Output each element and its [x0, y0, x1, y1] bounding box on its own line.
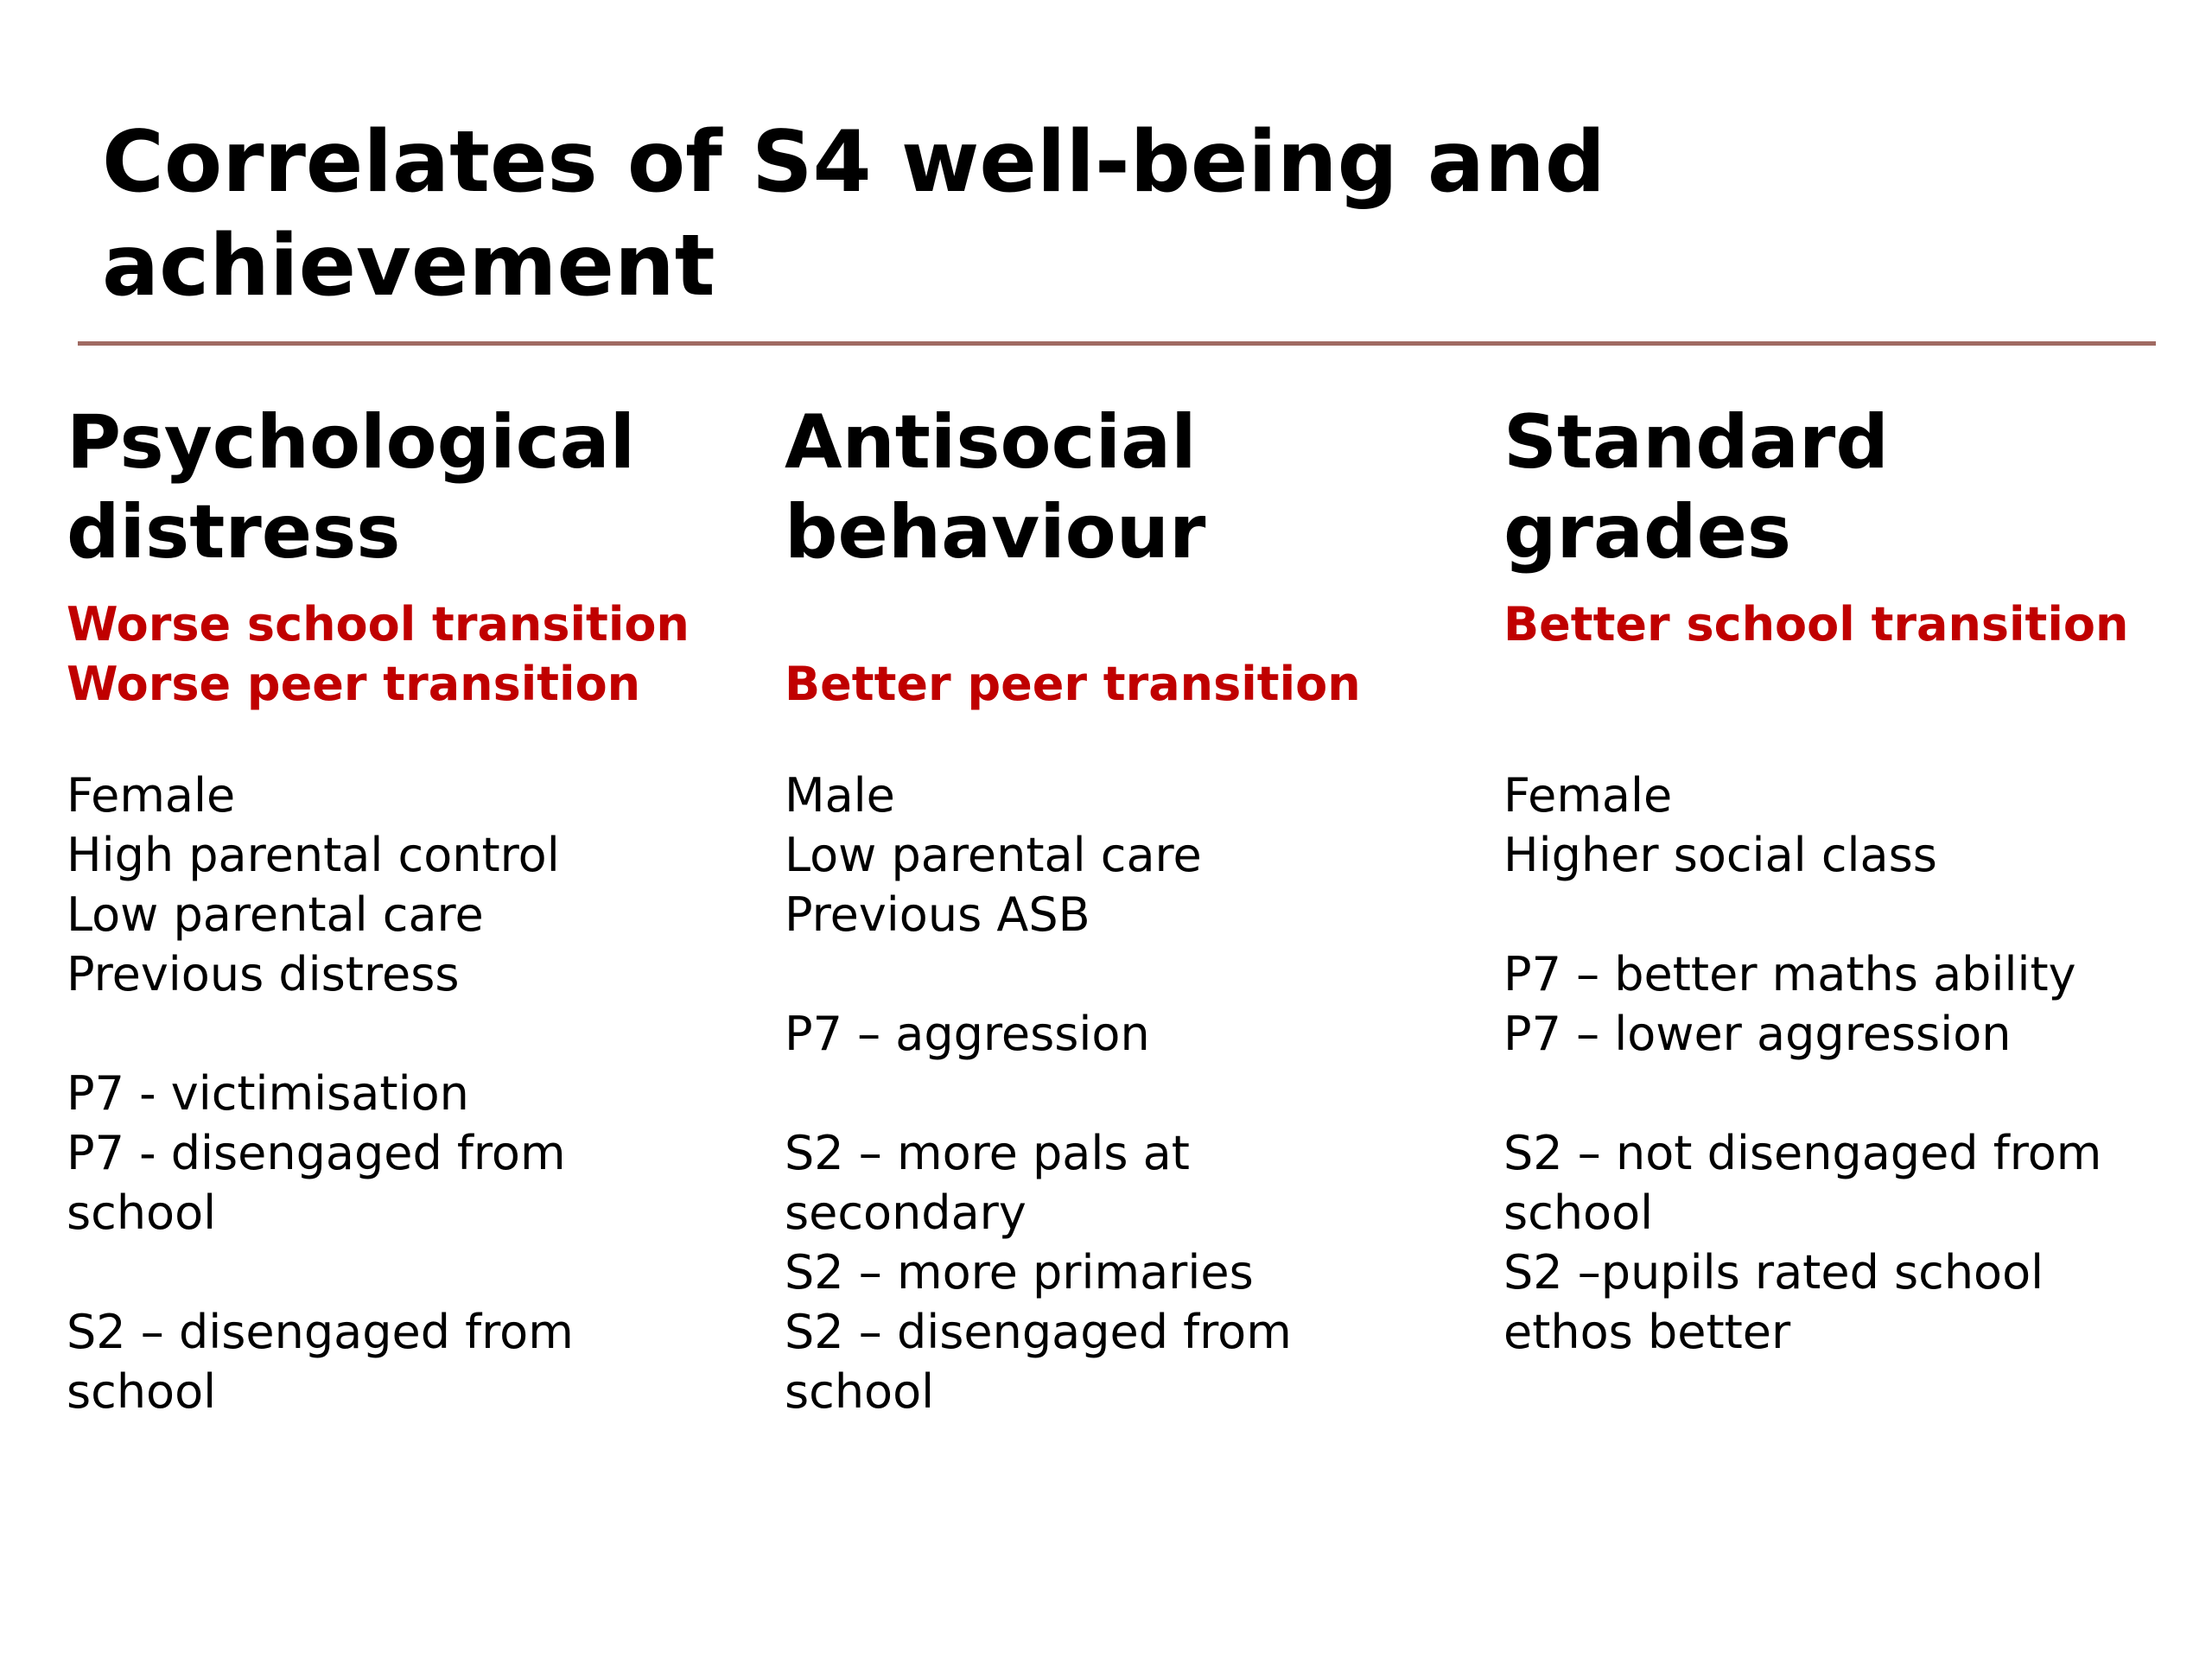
factor-item: ethos better — [1503, 1305, 1791, 1359]
factor-item: Higher social class — [1503, 828, 1937, 882]
column-heading: Standard grades — [1503, 399, 1889, 575]
factor-item: school — [67, 1364, 217, 1419]
factor-item — [1503, 885, 2195, 944]
transition-finding: Better school transition — [1503, 597, 2129, 652]
factor-item: school — [1503, 1185, 1654, 1240]
factor-item: Female — [67, 768, 236, 823]
factor-item: High parental control — [67, 828, 560, 882]
factor-item: Male — [785, 768, 895, 823]
factor-item: P7 – lower aggression — [1503, 1007, 2012, 1061]
factor-item — [67, 1004, 758, 1064]
factor-item: P7 - disengaged from — [67, 1126, 566, 1180]
factor-item: Previous distress — [67, 947, 460, 1001]
factor-item: school — [67, 1185, 217, 1240]
factor-list: Female Higher social class P7 – better m… — [1503, 766, 2195, 1362]
transition-findings: Worse school transition Worse peer trans… — [67, 594, 758, 715]
factor-item: S2 – disengaged from — [785, 1305, 1292, 1359]
transition-findings: Better peer transition — [785, 594, 1476, 715]
factor-item: S2 –pupils rated school — [1503, 1245, 2044, 1300]
transition-finding: Better peer transition — [785, 657, 1361, 711]
transition-finding: Worse school transition — [67, 597, 690, 652]
factor-item: S2 – disengaged from — [67, 1305, 574, 1359]
slide-title: Correlates of S4 well-being and achievem… — [102, 113, 1605, 315]
factor-item — [785, 1064, 1476, 1123]
transition-finding — [785, 594, 1476, 654]
factor-item: Low parental care — [785, 828, 1202, 882]
factor-list: Male Low parental care Previous ASB P7 –… — [785, 766, 1476, 1421]
column-antisocial-behaviour: Antisocial behaviour Better peer transit… — [785, 397, 1476, 1421]
column-psychological-distress: Psychological distress Worse school tran… — [67, 397, 758, 1421]
factor-item: P7 - victimisation — [67, 1066, 469, 1121]
factor-item — [785, 944, 1476, 1004]
factor-item: Low parental care — [67, 887, 484, 942]
column-heading: Psychological distress — [67, 399, 636, 575]
factor-item: school — [785, 1364, 935, 1419]
column-standard-grades: Standard grades Better school transition… — [1503, 397, 2195, 1362]
factor-item — [67, 1243, 758, 1302]
transition-finding: Worse peer transition — [67, 657, 641, 711]
title-divider — [78, 341, 2156, 346]
column-heading: Antisocial behaviour — [785, 399, 1206, 575]
factor-item: Female — [1503, 768, 1673, 823]
factor-item: S2 – more primaries — [785, 1245, 1254, 1300]
transition-findings: Better school transition — [1503, 594, 2195, 715]
factor-item: P7 – better maths ability — [1503, 947, 2076, 1001]
factor-item: S2 – more pals at — [785, 1126, 1190, 1180]
factor-item: S2 – not disengaged from — [1503, 1126, 2102, 1180]
factor-list: Female High parental control Low parenta… — [67, 766, 758, 1421]
factor-item: Previous ASB — [785, 887, 1090, 942]
factor-item — [1503, 1064, 2195, 1123]
transition-finding — [1503, 654, 2195, 714]
factor-item: P7 – aggression — [785, 1007, 1150, 1061]
factor-item: secondary — [785, 1185, 1027, 1240]
